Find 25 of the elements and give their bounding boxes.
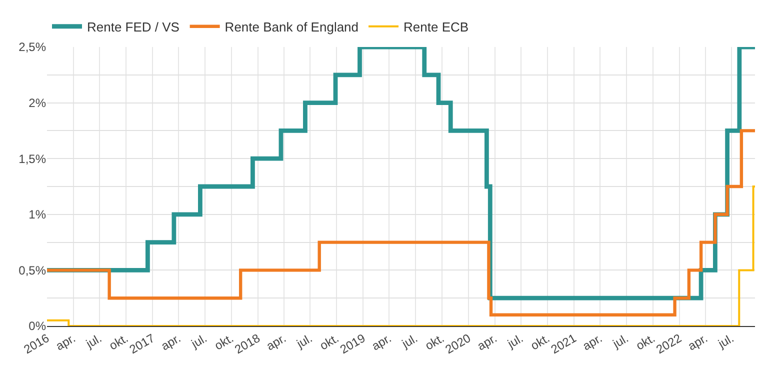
x-tick-label: apr. [474,331,500,354]
x-tick-label: apr. [158,331,184,354]
x-tick-label: apr. [686,331,710,354]
x-tick-label: jul. [293,331,315,352]
x-tick-label: apr. [264,331,288,354]
x-tick-label: okt. [106,331,131,353]
x-tick-label: apr. [580,331,605,354]
y-tick-label: 2% [28,96,46,110]
x-tick-label: jul. [188,331,210,352]
y-tick-label: 0,5% [18,263,46,278]
x-tick-label: apr. [369,331,394,354]
y-tick-label: 1,5% [18,152,46,166]
legend-label: Rente FED / VS [87,19,180,34]
legend-label: Rente ECB [404,19,469,34]
y-tick-label: 0% [28,319,46,334]
y-tick-label: 1% [28,208,46,222]
x-tick-label: jul. [398,331,420,352]
x-tick-label: jul. [82,331,104,352]
y-tick-label: 2,5% [18,40,46,54]
x-tick-label: apr. [53,331,78,354]
x-tick-label: 2016 [21,330,52,357]
legend-label: Rente Bank of England [224,19,359,34]
x-tick-label: jul. [714,331,736,352]
x-tick-label: jul. [610,331,631,352]
x-tick-label: jul. [504,331,526,352]
